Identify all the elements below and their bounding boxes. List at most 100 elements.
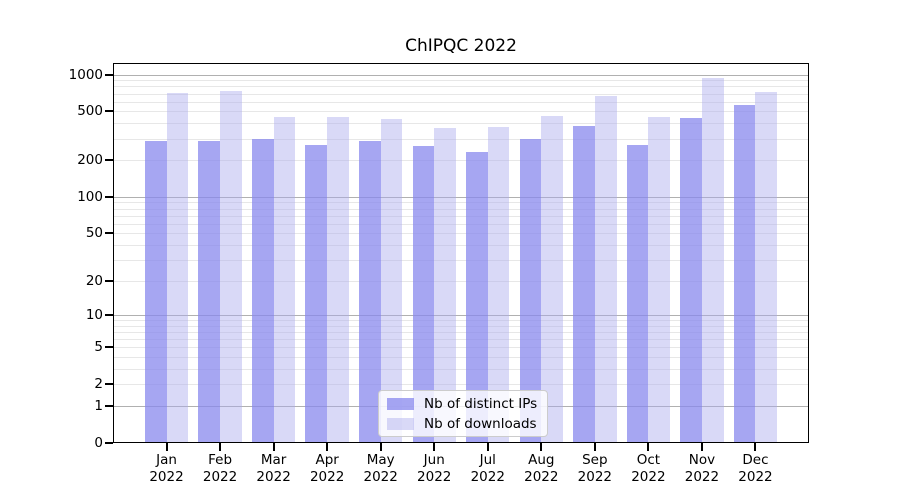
y-tick-label: 200 xyxy=(77,152,103,169)
chart-title: ChIPQC 2022 xyxy=(405,36,517,56)
minor-gridline xyxy=(113,138,809,140)
bar-downloads-jan xyxy=(166,93,189,443)
major-gridline xyxy=(113,74,809,76)
y-tick xyxy=(105,73,113,76)
y-tick-label: 2 xyxy=(94,376,103,393)
legend-entry-distinct-ips: Nb of distinct IPs xyxy=(379,396,547,412)
minor-gridline xyxy=(113,233,809,235)
bar-downloads-apr xyxy=(327,117,349,443)
y-tick-label: 1 xyxy=(94,398,103,415)
bar-distinct-ips-oct xyxy=(626,145,649,443)
x-tick xyxy=(433,443,436,451)
legend-entry-downloads: Nb of downloads xyxy=(379,416,547,432)
bar-downloads-jul xyxy=(487,126,510,443)
bar-distinct-ips-feb xyxy=(198,140,221,443)
bar-distinct-ips-aug xyxy=(519,139,542,443)
legend-label-distinct-ips: Nb of distinct IPs xyxy=(424,395,538,412)
legend-label-downloads: Nb of downloads xyxy=(424,415,537,432)
y-tick-label: 100 xyxy=(77,188,103,205)
bar-distinct-ips-sep xyxy=(573,125,595,443)
minor-gridline xyxy=(113,86,809,88)
x-tick-label-may: May 2022 xyxy=(363,452,398,485)
legend: Nb of distinct IPs Nb of downloads xyxy=(378,390,548,437)
minor-gridline xyxy=(113,339,809,341)
minor-gridline xyxy=(113,259,809,261)
minor-gridline xyxy=(113,93,809,95)
y-tick-label: 500 xyxy=(77,103,103,120)
x-tick-label-sep: Sep 2022 xyxy=(577,452,613,485)
x-tick-label-apr: Apr 2022 xyxy=(309,452,345,485)
x-tick xyxy=(754,443,757,451)
minor-gridline xyxy=(113,202,809,204)
minor-gridline xyxy=(113,357,809,359)
bar-distinct-ips-jul xyxy=(466,151,488,443)
bar-distinct-ips-jun xyxy=(412,146,435,443)
bar-downloads-aug xyxy=(541,116,563,443)
y-tick xyxy=(105,442,113,444)
x-tick xyxy=(219,443,222,451)
bar-downloads-sep xyxy=(594,96,617,443)
minor-gridline xyxy=(113,101,809,103)
minor-gridline xyxy=(113,111,809,113)
y-tick xyxy=(105,405,113,408)
bar-distinct-ips-nov xyxy=(680,117,702,443)
minor-gridline xyxy=(113,223,809,225)
y-tick xyxy=(105,195,113,198)
y-tick xyxy=(105,159,113,162)
x-tick xyxy=(165,443,168,451)
x-tick-label-jun: Jun 2022 xyxy=(417,452,452,485)
bar-distinct-ips-mar xyxy=(251,139,274,443)
y-tick xyxy=(105,279,113,282)
bar-downloads-nov xyxy=(701,78,724,443)
minor-gridline xyxy=(113,347,809,349)
y-tick xyxy=(105,232,113,235)
bar-distinct-ips-dec xyxy=(733,104,756,443)
minor-gridline xyxy=(113,244,809,246)
minor-gridline xyxy=(113,280,809,282)
x-tick xyxy=(326,443,329,451)
x-tick xyxy=(379,443,382,451)
bar-downloads-feb xyxy=(220,91,242,443)
x-tick-label-jul: Jul 2022 xyxy=(470,452,505,485)
y-tick xyxy=(105,346,113,349)
bar-downloads-may xyxy=(380,119,403,443)
minor-gridline xyxy=(113,123,809,125)
minor-gridline xyxy=(113,208,809,210)
x-tick-label-feb: Feb 2022 xyxy=(202,452,238,485)
bar-downloads-dec xyxy=(755,92,778,443)
legend-swatch-downloads xyxy=(387,417,414,430)
bar-downloads-jun xyxy=(434,127,456,443)
bar-distinct-ips-jan xyxy=(144,141,167,443)
minor-gridline xyxy=(113,369,809,371)
y-tick xyxy=(105,314,113,317)
minor-gridline xyxy=(113,325,809,327)
y-tick-label: 20 xyxy=(85,272,103,289)
x-tick-label-mar: Mar 2022 xyxy=(256,452,291,485)
y-tick-label: 0 xyxy=(94,435,103,451)
minor-gridline xyxy=(113,215,809,217)
x-tick-label-oct: Oct 2022 xyxy=(631,452,666,485)
x-tick xyxy=(272,443,275,451)
y-tick xyxy=(105,110,113,113)
minor-gridline xyxy=(113,160,809,162)
y-tick xyxy=(105,383,113,386)
minor-gridline xyxy=(113,384,809,386)
bar-distinct-ips-may xyxy=(358,140,381,443)
bar-downloads-oct xyxy=(648,117,671,443)
x-tick xyxy=(540,443,543,451)
y-tick-label: 10 xyxy=(85,307,103,324)
major-gridline xyxy=(113,315,809,317)
bar-distinct-ips-apr xyxy=(305,144,328,443)
y-tick-label: 5 xyxy=(94,339,103,356)
minor-gridline xyxy=(113,80,809,82)
y-tick-label: 1000 xyxy=(68,66,103,83)
x-tick-label-nov: Nov 2022 xyxy=(684,452,720,485)
minor-gridline xyxy=(113,332,809,334)
x-tick xyxy=(486,443,489,451)
bar-downloads-mar xyxy=(273,116,296,443)
major-gridline xyxy=(113,196,809,198)
x-tick-label-aug: Aug 2022 xyxy=(524,452,559,485)
x-tick xyxy=(593,443,596,451)
x-tick-label-jan: Jan 2022 xyxy=(149,452,184,485)
x-tick xyxy=(700,443,703,451)
